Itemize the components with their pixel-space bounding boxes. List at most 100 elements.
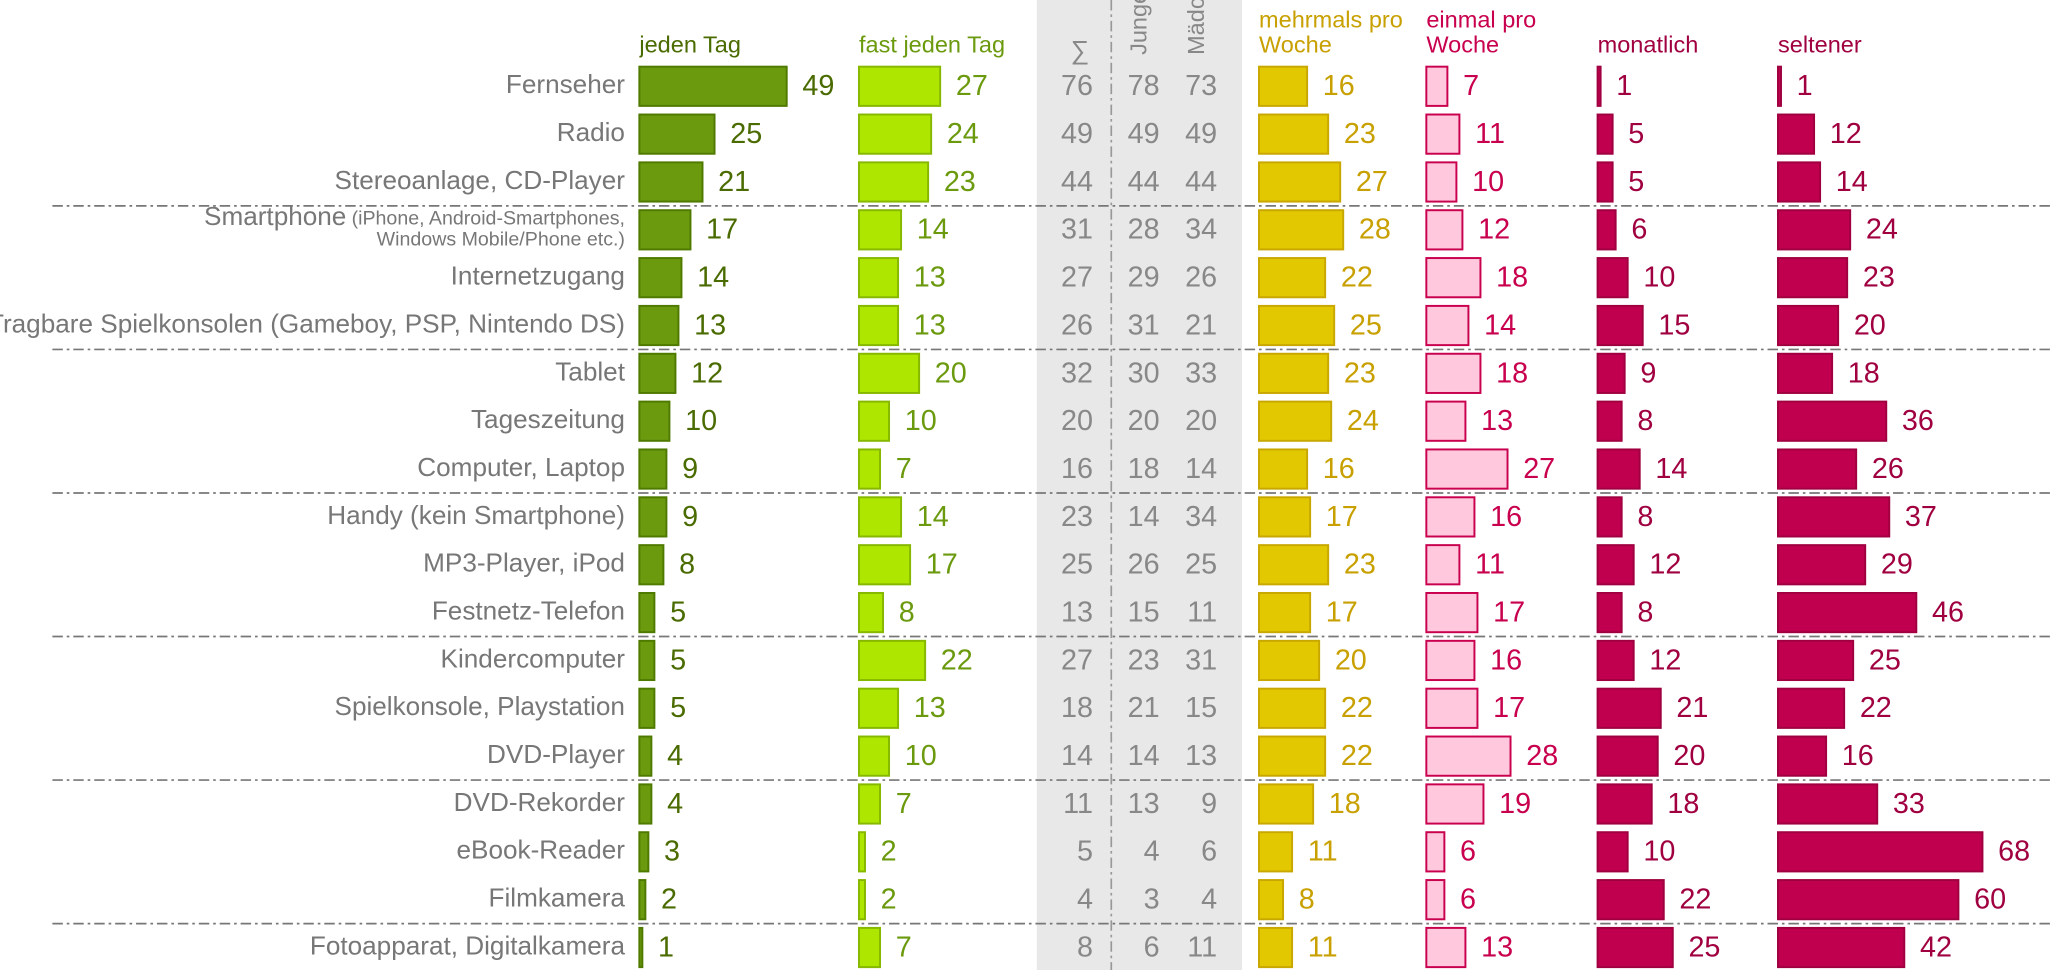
bar [1777, 639, 1855, 682]
total-value: 13 [1061, 596, 1093, 628]
total-value: 30 [1128, 357, 1160, 389]
bar [1596, 352, 1626, 394]
value-label: 36 [1902, 405, 1934, 437]
bar [1777, 687, 1846, 729]
value-label: 18 [1848, 357, 1880, 389]
value-label: 13 [914, 692, 946, 724]
bar [1777, 496, 1891, 538]
category-label: Filmkamera [489, 883, 626, 913]
value-label: 5 [1628, 118, 1644, 150]
total-value: 31 [1128, 309, 1160, 341]
value-label: 22 [1341, 740, 1373, 772]
bar [638, 687, 656, 729]
value-label: 24 [947, 118, 979, 150]
bar [1258, 65, 1309, 107]
bar [1258, 448, 1309, 490]
value-label: 25 [1688, 931, 1720, 963]
bar [857, 687, 900, 729]
bar [857, 639, 927, 682]
total-value: 26 [1128, 549, 1160, 581]
totals-band [1036, 0, 1243, 970]
value-label: 21 [718, 166, 750, 198]
bar [1425, 65, 1449, 107]
category-label: DVD-Rekorder [454, 787, 626, 817]
total-value: 11 [1187, 931, 1217, 963]
category-label: Stereoanlage, CD-Player [335, 165, 626, 195]
bar [1258, 209, 1345, 251]
bar [638, 400, 671, 442]
bar [638, 926, 644, 969]
total-value: 23 [1128, 644, 1160, 676]
value-label: 60 [1974, 884, 2006, 916]
bar [1425, 400, 1467, 442]
value-label: 25 [1350, 309, 1382, 341]
value-label: 16 [1842, 740, 1874, 772]
bar [1596, 735, 1659, 777]
bar [1777, 304, 1840, 347]
value-label: 20 [1673, 740, 1705, 772]
value-label: 27 [1523, 453, 1555, 485]
value-label: 37 [1905, 501, 1937, 533]
bar [1258, 687, 1327, 729]
bar [1596, 544, 1635, 586]
value-label: 14 [1484, 309, 1516, 341]
value-label: 5 [1628, 166, 1644, 198]
value-label: 12 [1830, 118, 1862, 150]
bar [1258, 257, 1327, 299]
column-header-box: fast jeden Tag [859, 32, 1005, 57]
bar [1777, 65, 1782, 107]
total-value: 26 [1185, 262, 1217, 294]
total-value: 28 [1128, 214, 1160, 246]
value-label: 18 [1496, 357, 1528, 389]
bar [1258, 639, 1321, 682]
bar [638, 879, 647, 921]
bar [1777, 257, 1849, 299]
value-label: 18 [1667, 788, 1699, 820]
value-label: 17 [1326, 501, 1358, 533]
bar [638, 161, 704, 203]
value-label: 7 [896, 788, 912, 820]
bar [1425, 209, 1464, 251]
value-label: 10 [1472, 166, 1504, 198]
bar [1425, 783, 1485, 825]
value-label: 9 [1640, 357, 1656, 389]
bar [857, 352, 921, 394]
value-label: 8 [679, 549, 695, 581]
value-label: 22 [1341, 262, 1373, 294]
value-label: 17 [1493, 692, 1525, 724]
value-label: 20 [1335, 644, 1367, 676]
bar [1777, 926, 1906, 969]
column-header: monatlich [1597, 31, 1699, 58]
total-value: 29 [1128, 262, 1160, 294]
value-label: 23 [1344, 118, 1376, 150]
total-value: 73 [1185, 70, 1217, 102]
bar [857, 257, 900, 299]
bar [857, 879, 866, 921]
category-note: Windows Mobile/Phone etc.) [377, 228, 625, 250]
total-value: 18 [1061, 692, 1093, 724]
column-header: Jungen [1125, 0, 1151, 55]
bar [1258, 544, 1330, 586]
bar [857, 161, 930, 203]
value-label: 10 [905, 740, 937, 772]
bar [857, 783, 882, 825]
bar [638, 831, 650, 873]
bar [1425, 687, 1479, 729]
value-label: 7 [896, 931, 912, 963]
bar [857, 65, 942, 107]
category-label: Fotoapparat, Digitalkamera [310, 930, 626, 960]
value-label: 28 [1526, 740, 1558, 772]
value-label: 4 [667, 788, 683, 820]
bar [638, 65, 788, 107]
value-label: 13 [1481, 931, 1513, 963]
bar [1596, 113, 1614, 155]
total-value: 31 [1061, 214, 1093, 246]
value-label: 6 [1460, 836, 1476, 868]
total-value: 78 [1128, 70, 1160, 102]
bar [1596, 879, 1665, 921]
value-label: 17 [926, 549, 958, 581]
bar [1777, 735, 1828, 777]
value-label: 12 [1649, 644, 1681, 676]
value-label: 16 [1323, 453, 1355, 485]
column-header-box: jeden Tag [639, 32, 741, 57]
